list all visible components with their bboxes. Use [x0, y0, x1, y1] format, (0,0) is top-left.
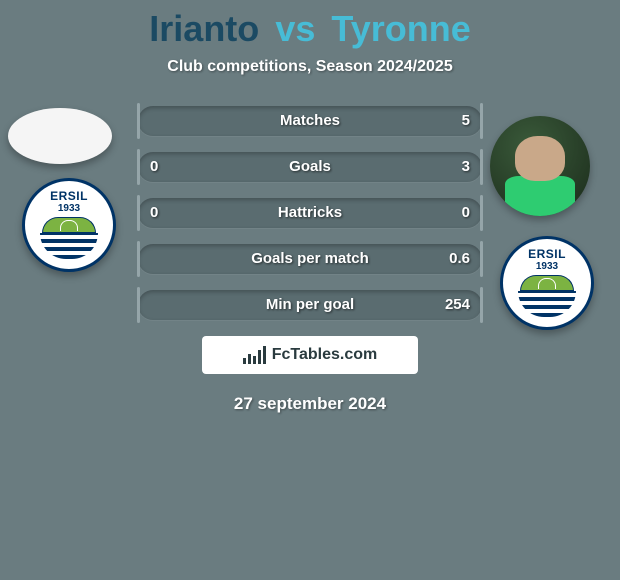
stat-right-value: 5 — [462, 106, 470, 136]
player1-avatar — [8, 108, 112, 164]
stats-table: Matches 5 0 Goals 3 0 Hattricks 0 Goals … — [138, 106, 482, 320]
badge-text: ERSIL — [25, 189, 113, 203]
player1-name: Irianto — [149, 8, 259, 49]
stat-row: Goals per match 0.6 — [138, 244, 482, 274]
badge-year: 1933 — [25, 203, 113, 214]
player2-name: Tyronne — [331, 8, 470, 49]
attribution-badge: FcTables.com — [202, 336, 418, 374]
bar-chart-icon — [243, 346, 266, 364]
date-text: 27 september 2024 — [0, 394, 620, 414]
player2-club-badge: ERSIL 1933 — [500, 236, 594, 330]
stat-row: Min per goal 254 — [138, 290, 482, 320]
page-title: Irianto vs Tyronne — [0, 8, 620, 50]
stat-label: Matches — [138, 106, 482, 136]
stat-right-value: 0 — [462, 198, 470, 228]
stat-right-value: 0.6 — [449, 244, 470, 274]
stat-row: Matches 5 — [138, 106, 482, 136]
stat-row: 0 Hattricks 0 — [138, 198, 482, 228]
stat-right-value: 254 — [445, 290, 470, 320]
badge-year: 1933 — [503, 261, 591, 272]
attribution-text: FcTables.com — [272, 346, 378, 364]
vs-text: vs — [275, 8, 315, 49]
stat-label: Hattricks — [138, 198, 482, 228]
stat-label: Goals per match — [138, 244, 482, 274]
stat-label: Goals — [138, 152, 482, 182]
stat-row: 0 Goals 3 — [138, 152, 482, 182]
badge-text: ERSIL — [503, 247, 591, 261]
player2-avatar — [490, 116, 590, 216]
stat-right-value: 3 — [462, 152, 470, 182]
player1-club-badge: ERSIL 1933 — [22, 178, 116, 272]
stat-label: Min per goal — [138, 290, 482, 320]
subtitle: Club competitions, Season 2024/2025 — [0, 58, 620, 76]
